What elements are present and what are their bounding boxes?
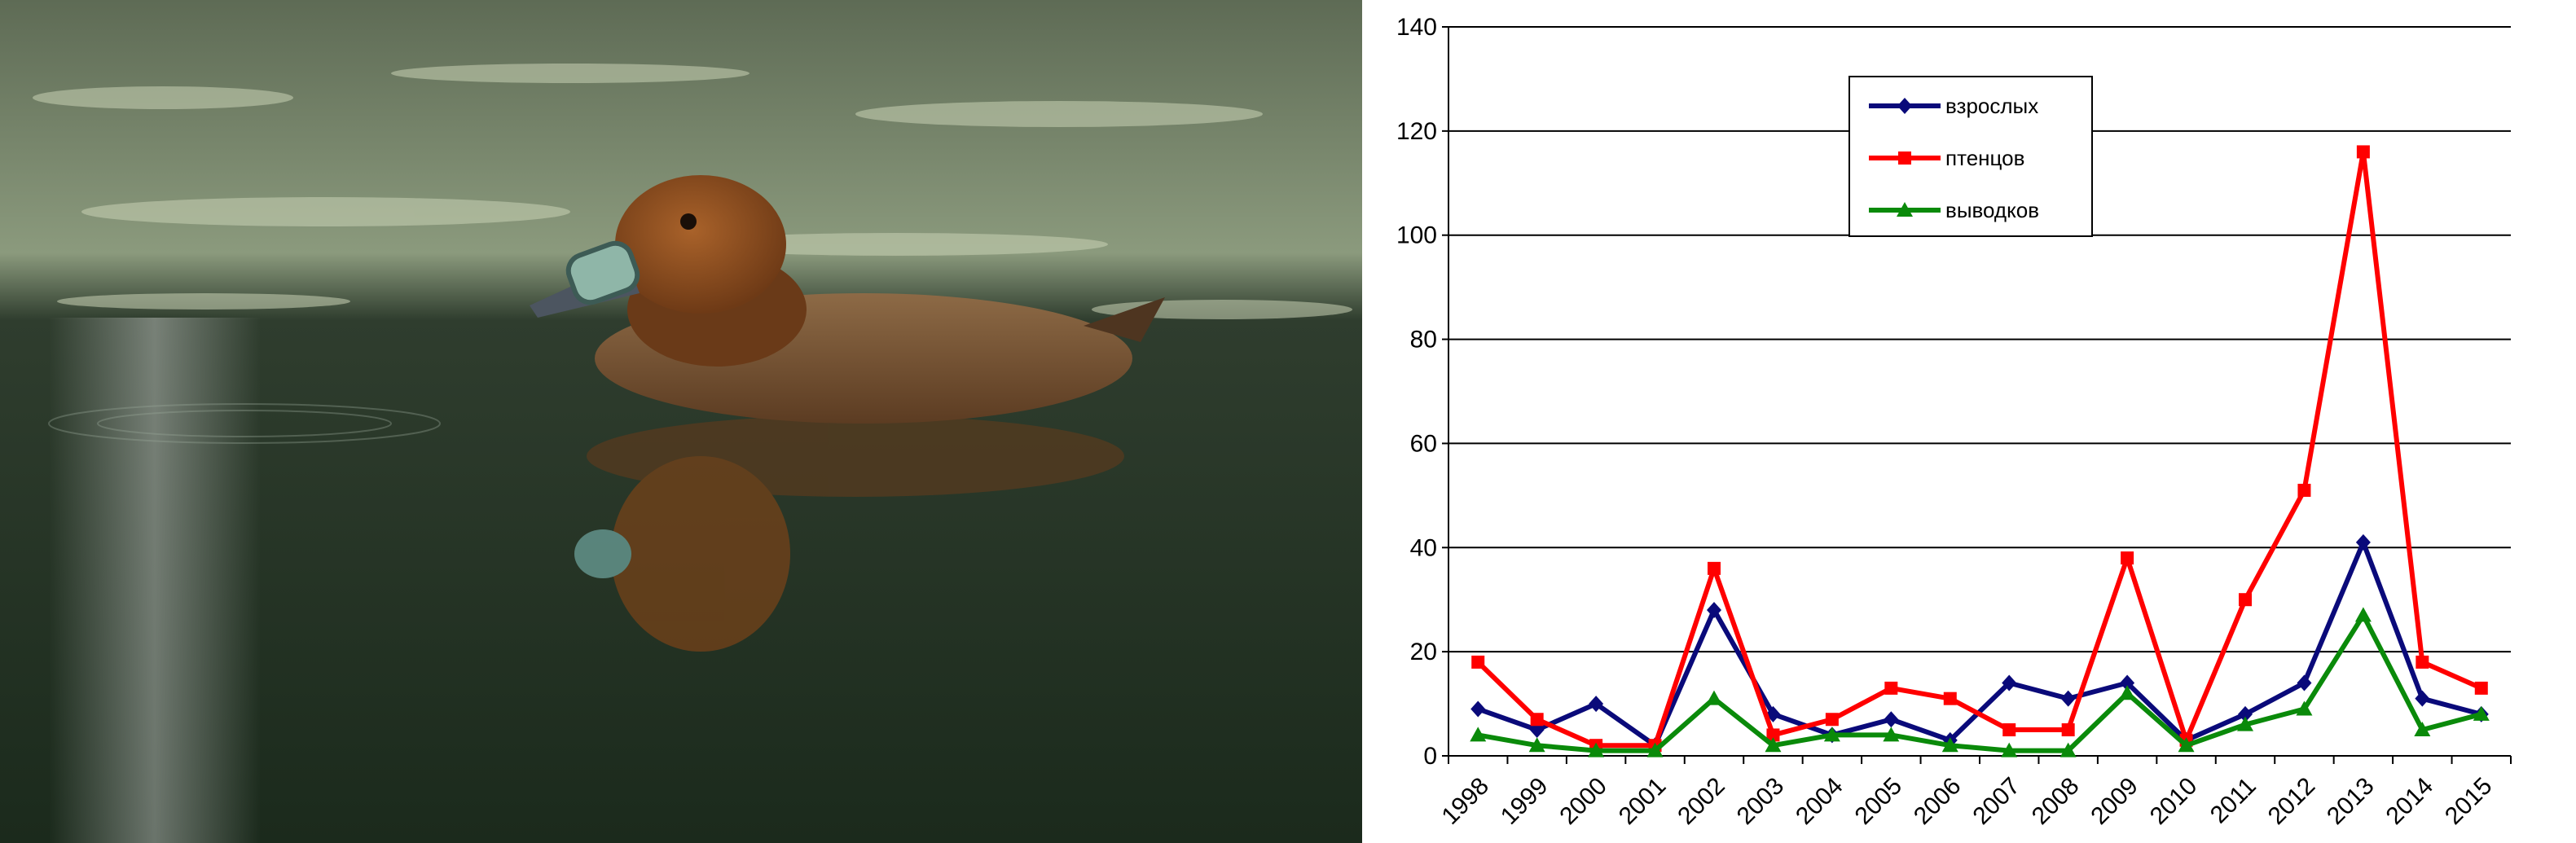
x-axis-ticks: 1998 1999 2000 2001 2002 2003 2004 2005 2006 2007… bbox=[1436, 756, 2512, 830]
legend-label: выводков bbox=[1945, 198, 2039, 222]
x-tick-label: 2006 bbox=[1909, 772, 1967, 830]
legend-label: взрослых bbox=[1945, 94, 2038, 118]
y-tick-label: 120 bbox=[1396, 118, 1437, 145]
data-point bbox=[2237, 716, 2253, 731]
data-point bbox=[2473, 705, 2490, 721]
data-point bbox=[1897, 202, 1913, 217]
data-point bbox=[2001, 742, 2018, 757]
series-line bbox=[1476, 149, 2482, 749]
legend-item: птенцов bbox=[1869, 146, 2024, 170]
data-point bbox=[1471, 655, 1485, 669]
data-point bbox=[1470, 700, 1486, 718]
series-layer bbox=[1470, 145, 2490, 757]
data-point bbox=[2297, 483, 2311, 497]
axes bbox=[1448, 27, 2511, 757]
data-point bbox=[2061, 723, 2075, 737]
duck-reflection bbox=[574, 415, 1124, 652]
x-tick-label: 2005 bbox=[1850, 772, 1908, 830]
data-point bbox=[1765, 705, 1781, 722]
legend-label: птенцов bbox=[1945, 146, 2024, 170]
data-point bbox=[1825, 713, 1839, 727]
data-point bbox=[1530, 713, 1544, 727]
x-tick-label: 2001 bbox=[1614, 772, 1672, 830]
data-point bbox=[2356, 145, 2370, 159]
data-point bbox=[2060, 690, 2076, 707]
data-point bbox=[1823, 727, 1840, 742]
x-tick-label: 2000 bbox=[1554, 772, 1612, 830]
data-point bbox=[1706, 690, 1722, 705]
x-tick-label: 2003 bbox=[1732, 772, 1790, 830]
x-tick-label: 1998 bbox=[1436, 772, 1494, 830]
data-point bbox=[2239, 593, 2252, 607]
legend-item: взрослых bbox=[1869, 94, 2038, 118]
data-point bbox=[1941, 737, 1958, 753]
data-point bbox=[1943, 692, 1957, 705]
data-point bbox=[1884, 681, 1898, 695]
y-axis-ticks: 0 20 40 60 80 100 120 140 bbox=[1396, 14, 1448, 770]
data-point bbox=[2002, 723, 2016, 737]
series-2 bbox=[1470, 607, 2490, 757]
data-point bbox=[2354, 607, 2372, 622]
duck bbox=[530, 175, 1165, 424]
x-tick-label: 2011 bbox=[2205, 772, 2262, 828]
data-point bbox=[1884, 711, 1899, 728]
data-point bbox=[2002, 674, 2017, 692]
x-tick-label: 2014 bbox=[2381, 772, 2439, 830]
y-tick-label: 40 bbox=[1410, 534, 1437, 561]
data-point bbox=[2416, 655, 2429, 669]
x-tick-label: 2009 bbox=[2086, 772, 2143, 830]
data-point bbox=[1470, 727, 1487, 742]
duckweed-texture bbox=[33, 64, 1352, 319]
data-point bbox=[1708, 561, 1721, 575]
x-tick-label: 2012 bbox=[2263, 772, 2321, 830]
data-point bbox=[1766, 728, 1780, 742]
duck-photo bbox=[0, 0, 1362, 843]
y-tick-label: 60 bbox=[1410, 430, 1437, 457]
x-tick-label: 1999 bbox=[1496, 772, 1554, 830]
data-point bbox=[2414, 722, 2431, 737]
data-point bbox=[2121, 551, 2134, 565]
data-point bbox=[1528, 737, 1545, 753]
data-point bbox=[1588, 742, 1605, 757]
y-tick-label: 140 bbox=[1396, 14, 1437, 41]
data-point bbox=[2238, 705, 2253, 722]
nasal-tag bbox=[565, 240, 640, 305]
y-tick-label: 0 bbox=[1423, 743, 1437, 770]
y-tick-label: 100 bbox=[1396, 222, 1437, 249]
data-point bbox=[2119, 685, 2136, 700]
data-point bbox=[2474, 681, 2488, 695]
x-tick-label: 2007 bbox=[1967, 772, 2025, 830]
data-point bbox=[1883, 727, 1900, 742]
x-tick-label: 2004 bbox=[1791, 772, 1848, 830]
data-point bbox=[2297, 674, 2312, 692]
x-tick-label: 2002 bbox=[1673, 772, 1730, 830]
data-point bbox=[2415, 690, 2430, 707]
data-point bbox=[1898, 151, 1911, 165]
series-line bbox=[1477, 612, 2482, 753]
data-point bbox=[1897, 98, 1912, 114]
x-tick-label: 2010 bbox=[2145, 772, 2203, 830]
data-point bbox=[2296, 700, 2313, 716]
y-tick-label: 80 bbox=[1410, 327, 1437, 353]
legend-item: выводков bbox=[1869, 198, 2039, 222]
data-point bbox=[2355, 533, 2371, 551]
x-tick-label: 2008 bbox=[2027, 772, 2085, 830]
data-point bbox=[2059, 742, 2077, 757]
y-tick-label: 20 bbox=[1410, 639, 1437, 665]
data-point bbox=[2178, 737, 2195, 753]
x-tick-label: 2015 bbox=[2440, 772, 2498, 830]
data-point bbox=[2120, 674, 2135, 692]
legend: взрослых птенцов выводков bbox=[1848, 76, 2093, 237]
data-point bbox=[1707, 602, 1721, 618]
x-tick-label: 2013 bbox=[2322, 772, 2380, 830]
data-point bbox=[1646, 742, 1664, 757]
data-point bbox=[1589, 696, 1604, 713]
series-0 bbox=[1470, 533, 2489, 754]
data-point bbox=[1765, 737, 1782, 753]
